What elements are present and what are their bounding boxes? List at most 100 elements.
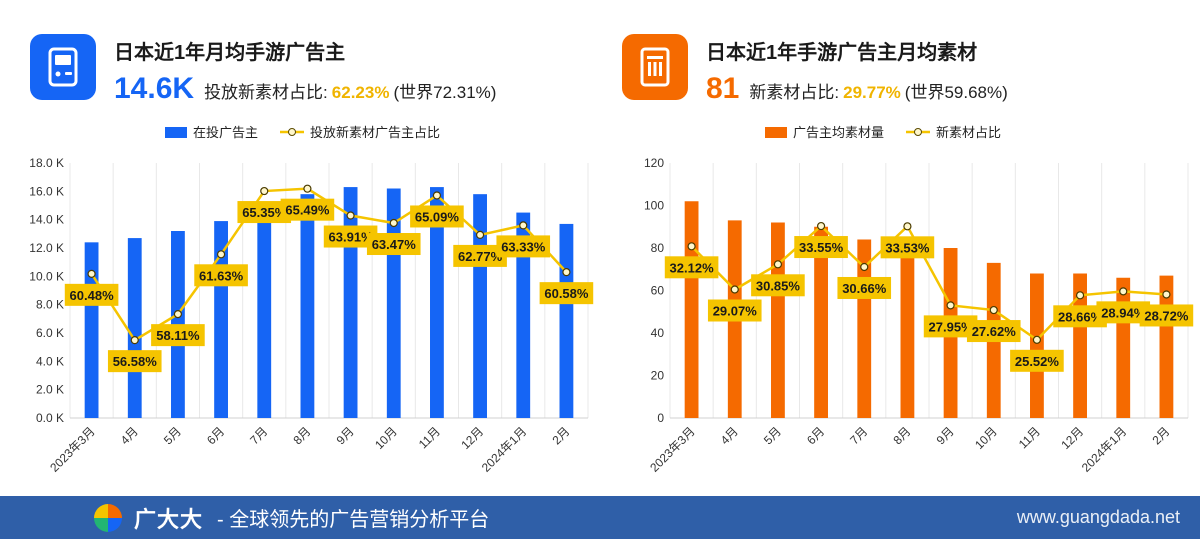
x-tick-label: 9月	[934, 424, 957, 447]
data-label: 28.94%	[1101, 305, 1146, 320]
left-stat-world: (世界72.31%)	[393, 83, 497, 102]
right-stat-pct: 29.77%	[843, 83, 901, 102]
right-title: 日本近1年手游广告主月均素材	[706, 42, 978, 64]
left-stat-label: 投放新素材占比:	[204, 83, 328, 102]
legend-line-label: 投放新素材广告主占比	[310, 125, 440, 140]
data-label: 33.53%	[885, 240, 930, 255]
data-label-box	[410, 205, 464, 228]
legend-bar-swatch	[765, 127, 787, 138]
right-panel: 日本近1年手游广告主月均素材 81 新素材占比: 29.77% (世界59.68…	[600, 0, 1200, 496]
x-tick-label: 5月	[761, 424, 784, 447]
line-point	[989, 305, 998, 315]
left-big-value: 14.6K	[114, 72, 195, 105]
x-tick-label: 2024年1月	[479, 424, 529, 474]
x-tick-label: 6月	[204, 424, 227, 447]
right-chart: 广告主均素材量 新素材占比 0 20 40 60 80 100 120 2023年3月 4月 5月 6月…	[644, 125, 1194, 475]
x-tick-label: 9月	[334, 424, 357, 447]
legend-bar-label: 广告主均素材量	[793, 125, 884, 140]
line-point	[475, 230, 485, 240]
bar	[771, 222, 785, 418]
data-label-box	[151, 324, 205, 347]
y-tick-label: 80	[651, 241, 665, 255]
bar	[343, 187, 358, 418]
x-tick-label: 6月	[804, 424, 827, 447]
bar	[516, 212, 531, 418]
data-label-box	[794, 236, 848, 259]
data-label: 29.07%	[713, 304, 758, 319]
line-point	[260, 186, 269, 196]
y-tick-label: 60	[651, 284, 665, 298]
creative-file-icon	[622, 34, 688, 100]
data-label-box	[707, 299, 762, 322]
x-tick-label: 10月	[972, 424, 1000, 452]
line-point	[173, 310, 183, 319]
y-tick-label: 0.0 K	[36, 411, 64, 425]
data-label: 25.52%	[1015, 354, 1060, 369]
legend-line-label: 新素材占比	[936, 125, 1001, 140]
y-tick-label: 18.0 K	[29, 156, 64, 170]
line-point	[1119, 287, 1128, 296]
data-label-box	[366, 233, 421, 256]
brand-logo-icon	[94, 503, 122, 532]
data-label-box	[194, 264, 248, 287]
x-tick-label: 2月	[549, 424, 572, 447]
data-label-box	[664, 256, 719, 279]
data-label: 65.35%	[242, 205, 287, 220]
bar	[430, 187, 444, 418]
data-label-box	[1096, 301, 1151, 324]
data-label-box	[496, 235, 551, 258]
line-point	[346, 211, 355, 220]
x-tick-label: 12月	[1058, 424, 1086, 452]
y-tick-label: 10.0 K	[29, 269, 64, 283]
x-tick-label: 12月	[458, 424, 486, 452]
data-label: 27.95%	[929, 319, 974, 334]
x-tick-label: 11月	[1016, 424, 1043, 451]
left-stats: 14.6K 投放新素材占比: 62.23% (世界72.31%)	[114, 72, 496, 106]
line-point	[216, 250, 226, 259]
x-tick-label: 4月	[118, 424, 141, 447]
bar	[900, 237, 915, 418]
data-label-box	[880, 236, 935, 259]
x-tick-label: 2024年1月	[1079, 424, 1129, 474]
y-tick-label: 100	[644, 199, 664, 213]
bar	[257, 212, 272, 418]
chart-legend: 在投广告主 投放新素材广告主占比	[165, 125, 440, 140]
data-label-box	[453, 244, 507, 267]
x-tick-label: 5月	[161, 424, 184, 447]
mobile-game-icon	[30, 34, 96, 100]
data-label: 33.55%	[799, 240, 844, 255]
data-label: 28.66%	[1058, 309, 1103, 324]
bar	[1116, 277, 1131, 418]
chart-legend: 广告主均素材量 新素材占比	[765, 125, 1001, 140]
bar	[84, 242, 99, 418]
data-label: 63.91%	[329, 230, 374, 245]
data-label: 32.12%	[670, 260, 715, 275]
data-label-box	[923, 315, 978, 338]
data-label: 58.11%	[156, 328, 200, 343]
footer-slogan: - 全球领先的广告营销分析平台	[217, 509, 490, 531]
line-point	[87, 269, 96, 278]
data-label: 30.85%	[756, 278, 801, 293]
footer-url[interactable]: www.guangdada.net	[1016, 507, 1180, 527]
line-point	[946, 301, 955, 310]
data-label: 63.47%	[372, 237, 417, 252]
y-tick-label: 40	[651, 326, 665, 340]
left-panel: 日本近1年月均手游广告主 14.6K 投放新素材占比: 62.23% (世界72…	[0, 0, 600, 496]
legend-bar-label: 在投广告主	[193, 125, 258, 140]
x-tick-label: 2月	[1149, 424, 1172, 447]
line-point	[303, 184, 312, 193]
data-label-box	[64, 283, 119, 306]
data-label: 62.77%	[458, 249, 503, 264]
data-label: 63.33%	[501, 239, 546, 254]
right-big-value: 81	[706, 72, 740, 105]
line-point	[1075, 291, 1085, 300]
data-label: 65.09%	[415, 209, 460, 224]
x-tick-label: 8月	[890, 424, 913, 447]
bar	[684, 201, 699, 418]
data-label-box	[323, 225, 378, 248]
y-tick-label: 20	[651, 369, 665, 383]
x-tick-label: 4月	[718, 424, 741, 447]
data-label-box	[237, 201, 292, 224]
x-tick-label: 7月	[847, 424, 870, 447]
data-label-box	[1010, 349, 1064, 372]
